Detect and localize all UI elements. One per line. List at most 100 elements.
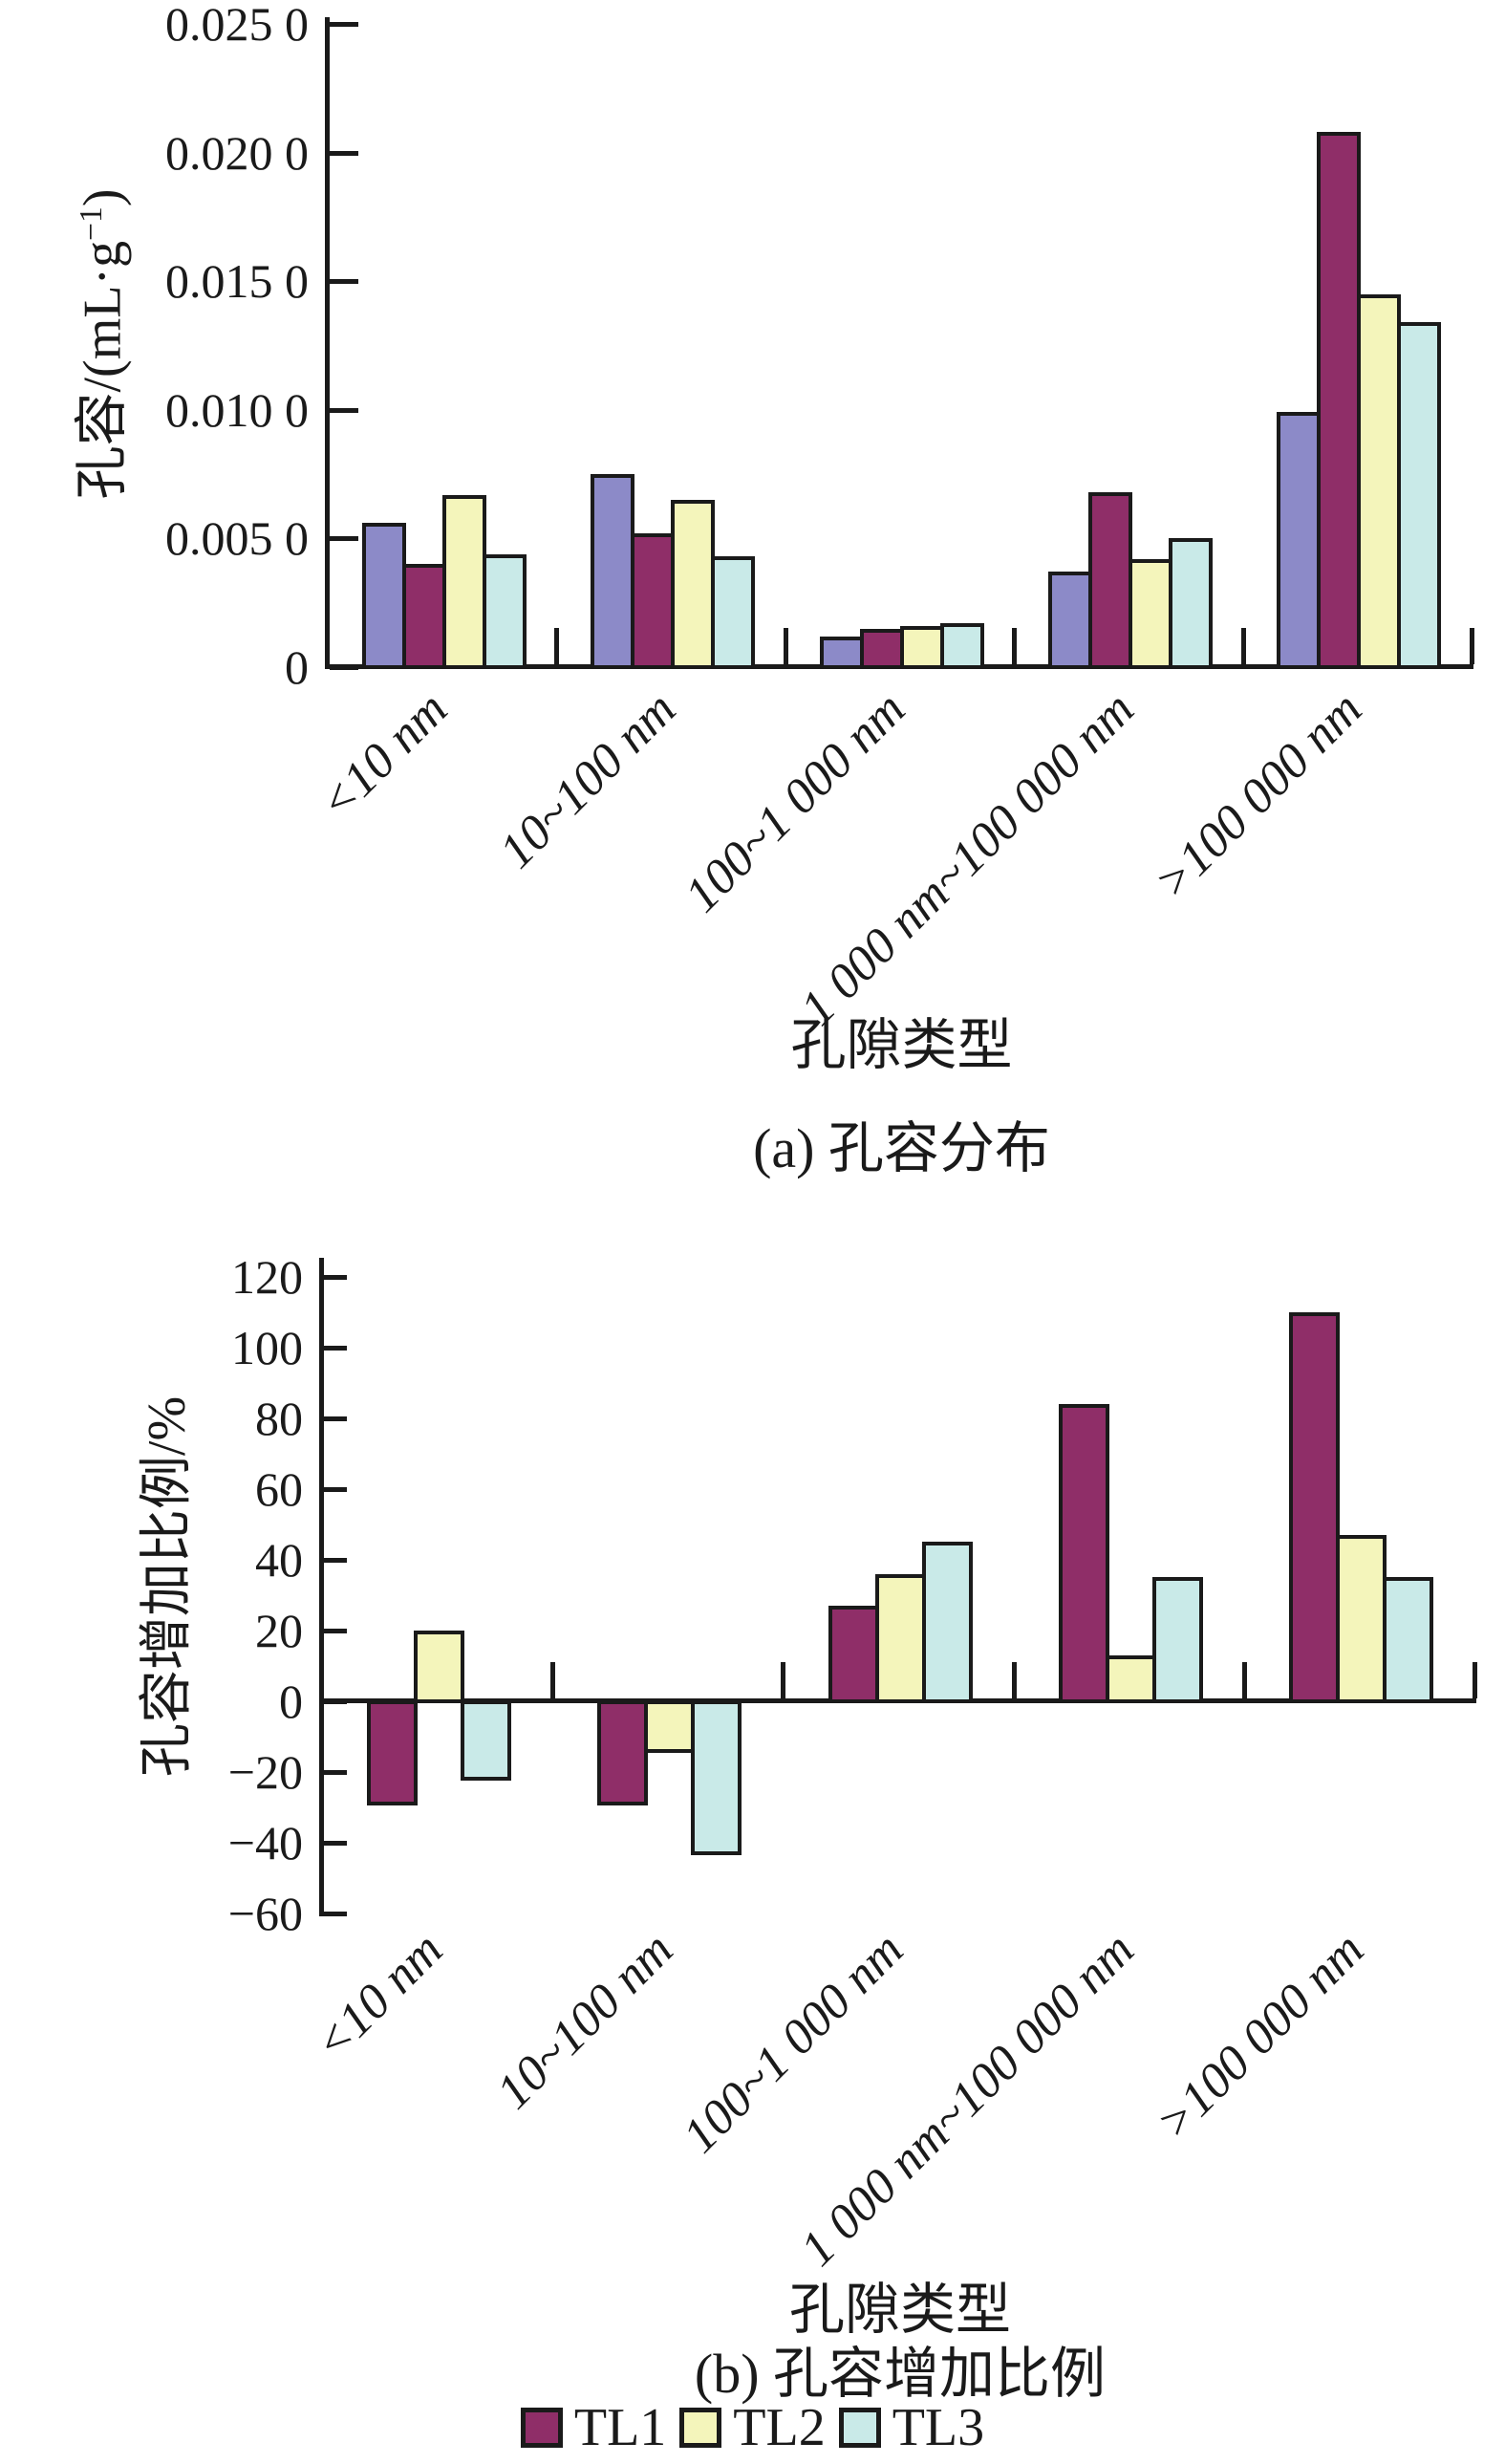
chart-a-y-tick	[330, 151, 358, 156]
chart-b-bar-TL1-group5	[1289, 1312, 1340, 1703]
chart-a-bar-TL1-group1	[402, 564, 446, 669]
legend-swatch-tl2	[679, 2408, 722, 2448]
chart-b-bar-TL3-group2	[691, 1700, 742, 1855]
chart-a-y-axis-title-sup: −1	[74, 206, 109, 241]
chart-b-caption: (b) 孔容增加比例	[694, 2343, 1107, 2405]
chart-a-x-category-label: <10 nm	[309, 681, 459, 832]
chart-b-y-tick-label: 80	[255, 1392, 303, 1445]
chart-b-x-category-label: 10~100 nm	[486, 1922, 684, 2120]
chart-a-y-tick	[330, 665, 358, 670]
chart-b-y-tick	[324, 1275, 347, 1280]
chart-a-bar-TL1-group2	[631, 533, 675, 669]
chart-a-x-axis-title: 孔隙类型	[790, 1014, 1013, 1076]
chart-b-y-tick-label: 100	[231, 1321, 303, 1374]
chart-a-y-tick-label: 0	[285, 640, 309, 694]
chart-a-bar-TL2-group3	[900, 626, 944, 669]
chart-b-y-tick	[324, 1346, 347, 1351]
chart-b-x-category-label: >100 000 nm	[1146, 1922, 1375, 2151]
chart-b-y-tick-label: −60	[227, 1887, 303, 1940]
chart-b-y-tick	[324, 1912, 347, 1916]
chart-a-bar-TL3-group2	[711, 556, 755, 669]
chart-b-y-tick-label: 0	[279, 1675, 303, 1728]
chart-b-bar-TL3-group4	[1152, 1577, 1203, 1703]
chart-b-bar-TL2-group5	[1336, 1535, 1387, 1703]
chart-b-bar-TL2-group1	[414, 1631, 464, 1703]
chart-a-bar-series0-group1	[362, 523, 406, 669]
chart-a-y-tick-label: 0.025 0	[165, 0, 309, 51]
chart-a-x-category-label: 100~1 000 nm	[675, 681, 916, 923]
chart-b-y-tick-label: −20	[227, 1745, 303, 1799]
chart-a-bar-series0-group2	[591, 474, 634, 669]
chart-a-bar-TL2-group4	[1129, 559, 1172, 669]
legend-item-tl3: TL3	[838, 2397, 984, 2458]
chart-a-y-axis-title-post: )	[73, 188, 133, 207]
chart-a-bar-TL3-group3	[940, 623, 984, 669]
chart-b-x-axis-title: 孔隙类型	[788, 2279, 1011, 2341]
chart-b-bar-TL2-group2	[644, 1700, 695, 1753]
chart-a-x-category-label: 10~100 nm	[489, 681, 687, 879]
chart-a-x-group-tick	[1470, 628, 1474, 664]
legend-swatch-tl1	[520, 2408, 563, 2448]
chart-a-y-tick-label: 0.010 0	[165, 383, 309, 437]
chart-a-bar-TL2-group1	[442, 495, 486, 669]
chart-b-bar-TL2-group4	[1106, 1655, 1156, 1703]
chart-b-y-tick-label: 60	[255, 1462, 303, 1516]
chart-b-y-tick-label: −40	[227, 1816, 303, 1870]
chart-b-bar-TL3-group1	[461, 1700, 511, 1781]
chart-a-x-group-tick	[1012, 628, 1017, 664]
chart-b-y-tick	[324, 1558, 347, 1563]
chart-b-bar-TL1-group1	[367, 1700, 418, 1805]
chart-a-caption: (a) 孔容分布	[753, 1117, 1050, 1179]
chart-a-y-tick	[330, 408, 358, 413]
chart-b-y-tick	[324, 1841, 347, 1846]
chart-b-y-tick-label: 40	[255, 1533, 303, 1587]
chart-a-y-tick-label: 0.015 0	[165, 254, 309, 308]
chart-a-x-category-label: >100 000 nm	[1144, 681, 1373, 911]
chart-b-y-tick	[324, 1416, 347, 1421]
chart-b-bar-TL1-group2	[597, 1700, 648, 1805]
chart-a-bar-TL3-group5	[1397, 322, 1441, 669]
chart-a-bar-series0-group5	[1277, 412, 1321, 669]
legend-label-tl2: TL2	[733, 2398, 826, 2457]
chart-b-x-group-tick	[550, 1662, 555, 1698]
chart-b-y-tick	[324, 1629, 347, 1633]
chart-b-bar-TL1-group3	[828, 1606, 879, 1703]
chart-b-bar-TL3-group3	[922, 1542, 973, 1703]
chart-a-bar-TL1-group5	[1317, 132, 1361, 669]
chart-a-bar-series0-group4	[1048, 572, 1092, 669]
chart-a-bar-TL3-group4	[1169, 538, 1213, 669]
chart-a-x-group-tick	[1241, 628, 1246, 664]
chart-b-y-tick-label: 20	[255, 1604, 303, 1657]
chart-a-bar-TL1-group4	[1088, 492, 1132, 669]
legend-label-tl1: TL1	[573, 2398, 667, 2457]
chart-a-x-group-tick	[554, 628, 559, 664]
chart-b-x-group-tick	[1473, 1662, 1477, 1698]
chart-a-y-tick	[330, 22, 358, 27]
chart-b-bar-TL2-group3	[875, 1574, 926, 1703]
chart-a-y-tick	[330, 279, 358, 284]
chart-a-y-tick-label: 0.020 0	[165, 126, 309, 180]
legend-item-tl1: TL1	[520, 2397, 667, 2458]
legend-item-tl2: TL2	[679, 2397, 826, 2458]
chart-a-y-tick-label: 0.005 0	[165, 511, 309, 565]
legend: TL1 TL2 TL3	[0, 2397, 1505, 2458]
chart-b-y-tick	[324, 1770, 347, 1775]
chart-a-bar-series0-group3	[820, 637, 864, 669]
chart-b-bar-TL1-group4	[1059, 1404, 1109, 1703]
chart-a-bar-TL2-group5	[1357, 294, 1401, 669]
chart-a-bar-TL2-group2	[671, 500, 715, 669]
legend-swatch-tl3	[838, 2408, 881, 2448]
chart-b-x-category-label: 100~1 000 nm	[673, 1922, 914, 2164]
chart-b-x-group-tick	[1242, 1662, 1247, 1698]
chart-a-y-tick	[330, 536, 358, 541]
chart-b-y-tick	[324, 1487, 347, 1492]
chart-a-bar-TL3-group1	[483, 554, 527, 669]
chart-a-x-group-tick	[784, 628, 788, 664]
chart-b-x-group-tick	[1012, 1662, 1017, 1698]
chart-b-y-axis-line	[319, 1258, 324, 1916]
chart-b-x-group-tick	[781, 1662, 785, 1698]
chart-b-y-tick-label: 120	[231, 1250, 303, 1304]
chart-b-x-category-label: <10 nm	[304, 1922, 454, 2072]
chart-a-bar-TL1-group3	[860, 629, 904, 669]
